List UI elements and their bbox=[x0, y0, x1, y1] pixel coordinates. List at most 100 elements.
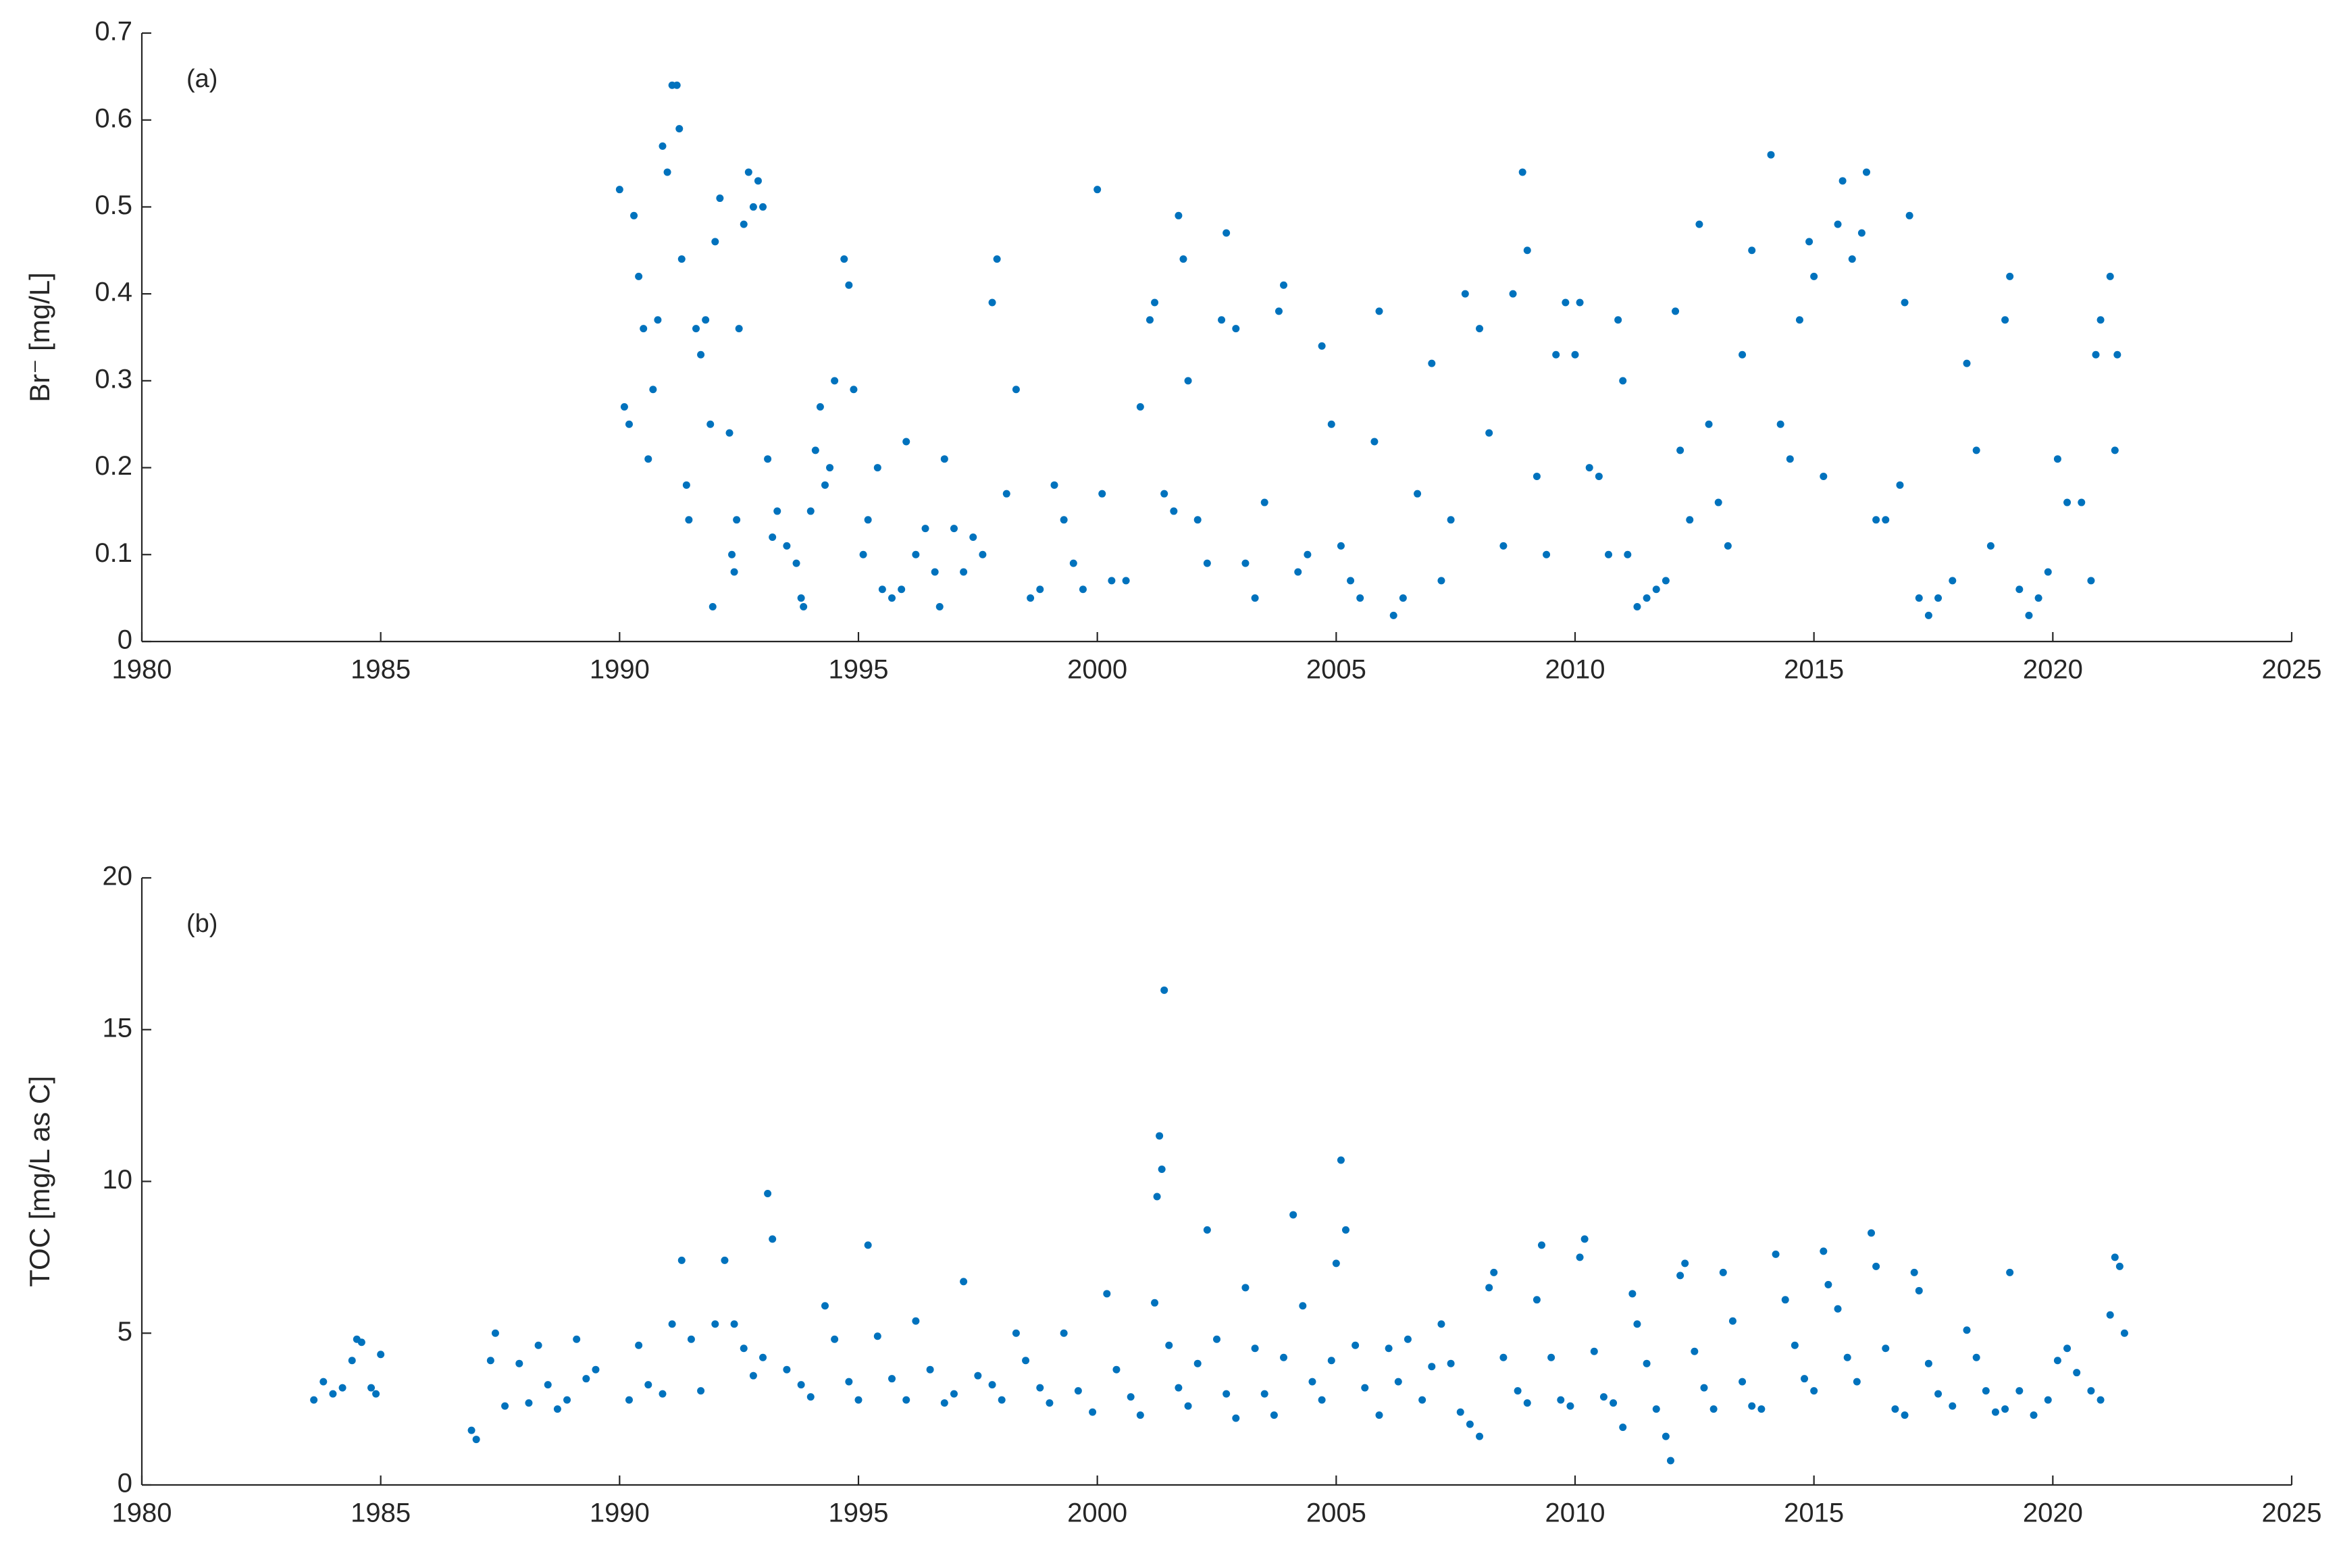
point bbox=[329, 1390, 337, 1398]
point bbox=[2063, 498, 2072, 506]
point bbox=[1862, 168, 1870, 176]
point bbox=[1289, 1211, 1297, 1219]
point bbox=[644, 455, 652, 463]
point bbox=[1791, 1341, 1799, 1349]
point bbox=[960, 1278, 968, 1286]
point bbox=[912, 1317, 920, 1325]
point bbox=[960, 568, 968, 576]
point bbox=[2044, 1396, 2052, 1404]
point bbox=[1595, 472, 1603, 480]
point bbox=[1610, 1399, 1618, 1407]
point bbox=[1456, 1408, 1464, 1416]
point bbox=[1151, 1299, 1159, 1307]
y-tick-label: 0.6 bbox=[95, 103, 132, 133]
point bbox=[864, 516, 872, 524]
point bbox=[764, 455, 772, 463]
point bbox=[831, 1335, 839, 1343]
point bbox=[1872, 516, 1880, 524]
point bbox=[625, 420, 633, 428]
x-tick-label: 2005 bbox=[1306, 655, 1366, 685]
point bbox=[1767, 151, 1775, 159]
point bbox=[950, 525, 958, 533]
point bbox=[367, 1384, 376, 1392]
point bbox=[697, 350, 705, 359]
point bbox=[1872, 1262, 1880, 1270]
point bbox=[740, 1344, 748, 1353]
point bbox=[1203, 559, 1211, 567]
point bbox=[2106, 272, 2114, 280]
point bbox=[769, 1235, 777, 1243]
point bbox=[1327, 1357, 1335, 1365]
point bbox=[1318, 1396, 1326, 1404]
point bbox=[1304, 550, 1312, 558]
point bbox=[1179, 255, 1187, 263]
point bbox=[1801, 1375, 1809, 1383]
point bbox=[1089, 1408, 1097, 1416]
point bbox=[1552, 350, 1560, 359]
point bbox=[1251, 594, 1259, 602]
point bbox=[864, 1241, 872, 1249]
x-tick-label: 2000 bbox=[1067, 655, 1127, 685]
point bbox=[1537, 1241, 1545, 1249]
point bbox=[1652, 585, 1660, 594]
point bbox=[721, 1256, 729, 1264]
point bbox=[1523, 246, 1531, 255]
point bbox=[1332, 1259, 1340, 1268]
x-tick-label: 2025 bbox=[2262, 1498, 2322, 1528]
point bbox=[764, 1189, 772, 1197]
point bbox=[1676, 1272, 1684, 1280]
point bbox=[644, 1381, 652, 1389]
point bbox=[993, 255, 1001, 263]
point bbox=[2087, 577, 2095, 585]
point bbox=[1275, 307, 1283, 315]
point bbox=[1547, 1353, 1555, 1361]
point bbox=[2087, 1387, 2095, 1395]
point bbox=[1223, 1390, 1231, 1398]
point bbox=[1476, 1432, 1484, 1440]
point bbox=[1619, 377, 1627, 385]
point bbox=[859, 550, 867, 558]
point bbox=[1175, 211, 1183, 219]
x-tick-label: 1980 bbox=[112, 1498, 172, 1528]
point bbox=[1562, 298, 1570, 307]
point bbox=[2115, 1262, 2124, 1270]
point bbox=[1399, 594, 1407, 602]
point bbox=[1156, 1132, 1164, 1140]
point bbox=[659, 142, 667, 150]
point bbox=[725, 429, 734, 437]
point bbox=[744, 168, 752, 176]
point bbox=[1158, 1166, 1166, 1174]
point bbox=[1857, 229, 1866, 237]
point bbox=[733, 516, 741, 524]
point bbox=[2053, 1357, 2061, 1365]
point bbox=[673, 81, 681, 89]
point bbox=[2015, 1387, 2024, 1395]
point bbox=[1963, 1326, 1971, 1334]
point bbox=[1633, 603, 1641, 611]
point bbox=[816, 402, 824, 411]
point bbox=[1094, 186, 1102, 194]
point bbox=[582, 1375, 590, 1383]
point bbox=[675, 125, 684, 133]
point bbox=[1786, 455, 1794, 463]
point bbox=[573, 1335, 581, 1343]
point bbox=[525, 1399, 533, 1407]
point bbox=[797, 594, 805, 602]
point bbox=[1614, 316, 1622, 324]
point bbox=[759, 203, 767, 211]
point bbox=[1843, 1353, 1851, 1361]
point bbox=[1896, 481, 1904, 489]
point bbox=[1074, 1387, 1082, 1395]
point bbox=[1805, 238, 1813, 246]
point bbox=[630, 211, 638, 219]
point bbox=[1260, 498, 1268, 506]
point bbox=[1691, 1347, 1699, 1355]
point bbox=[806, 1393, 815, 1401]
point bbox=[1160, 986, 1168, 994]
point bbox=[749, 1371, 757, 1380]
y-axis-label: Br⁻ [mg/L] bbox=[24, 272, 55, 402]
point bbox=[806, 507, 815, 515]
point bbox=[1518, 168, 1526, 176]
x-tick-label: 2020 bbox=[2023, 655, 2083, 685]
point bbox=[902, 438, 910, 446]
